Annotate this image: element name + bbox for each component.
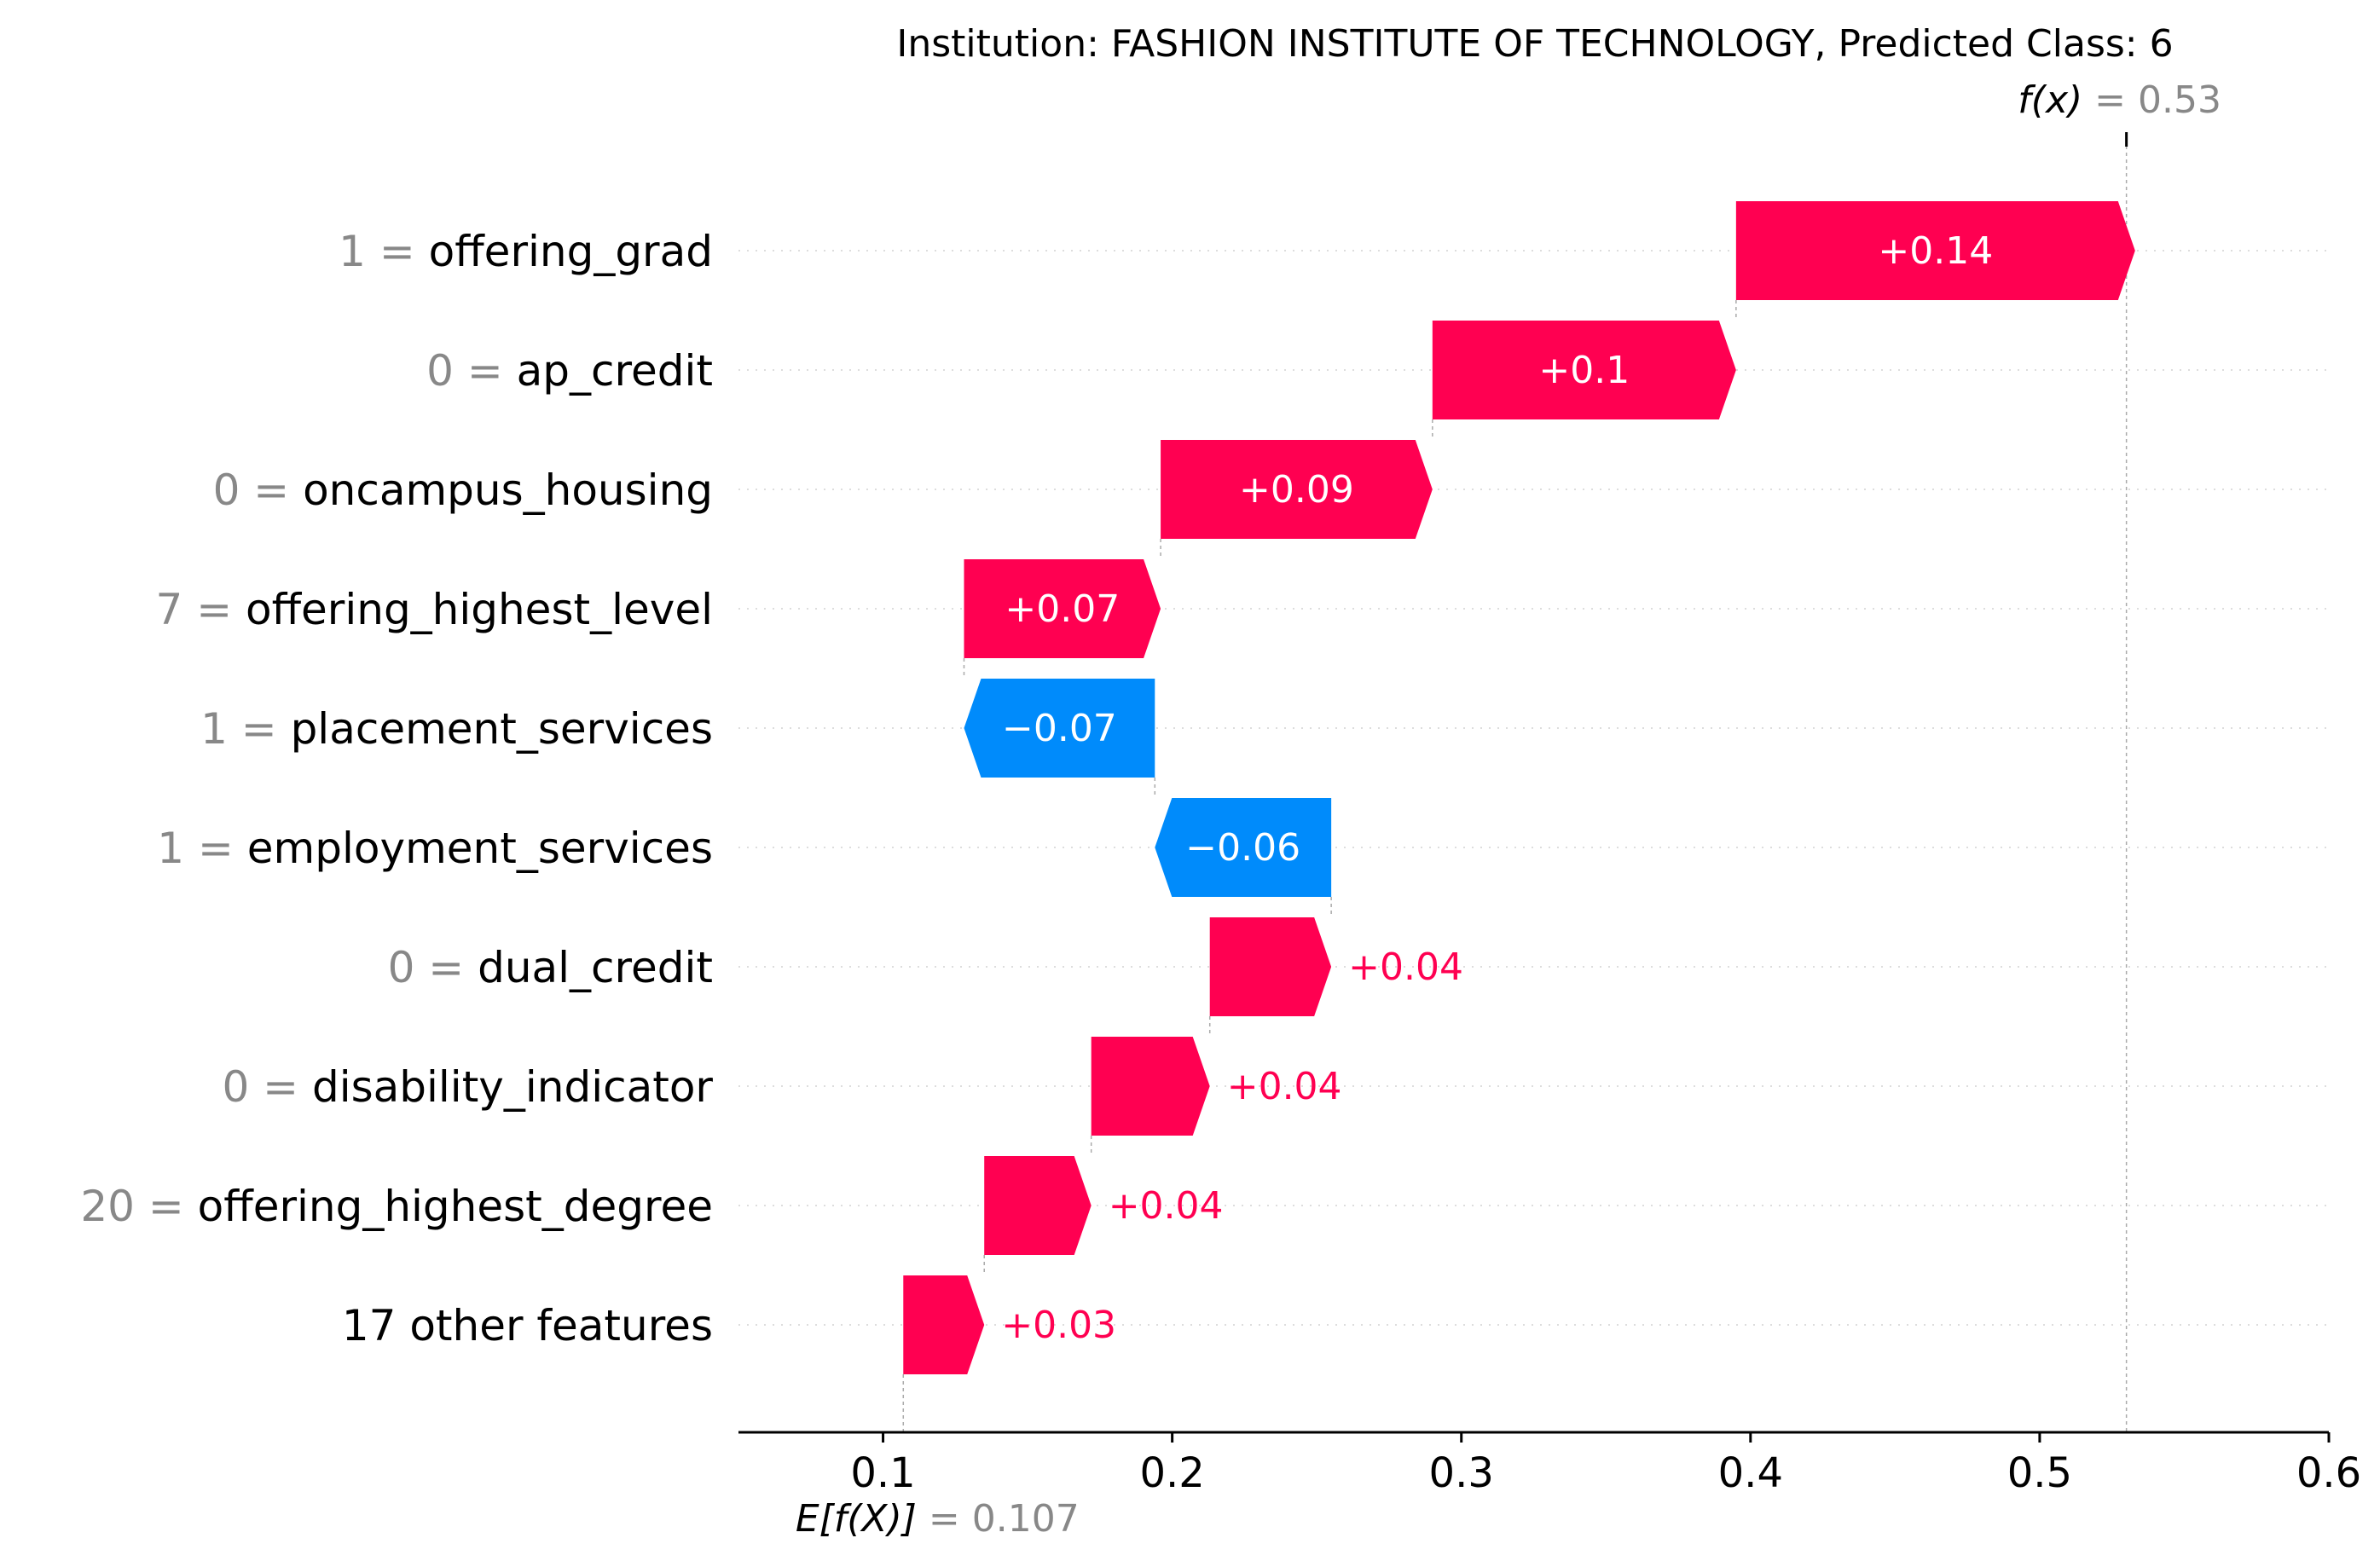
bar-value-label: +0.03 [1001, 1304, 1116, 1347]
bars: +0.14 +0.1 +0.09 +0.07 −0.07 −0.06 +0.04 +0.04 +… [903, 201, 2135, 1374]
feature-label: 7 = offering_highest_level [156, 585, 714, 634]
waterfall-bar [984, 1156, 1092, 1255]
waterfall-bar [1432, 321, 1736, 419]
feature-label: 20 = offering_highest_degree [80, 1182, 713, 1231]
waterfall-bar [903, 1275, 985, 1374]
feature-label: 0 = ap_credit [426, 346, 713, 396]
feature-name: ap_credit [517, 346, 713, 396]
feature-label: 1 = employment_services [157, 824, 713, 873]
waterfall-bar [964, 559, 1161, 658]
waterfall-bar [1155, 798, 1332, 897]
base-value-name: E[f(X)] [796, 1497, 929, 1541]
feature-name: offering_highest_level [246, 585, 713, 634]
output-value-number: = 0.53 [2094, 78, 2221, 122]
base-value-number: = 0.107 [929, 1497, 1080, 1541]
feature-name: employment_services [247, 824, 713, 873]
feature-name: dual_credit [478, 943, 713, 992]
bar-value-label: −0.06 [1185, 826, 1300, 870]
feature-value: 1 = [200, 704, 291, 754]
feature-name: disability_indicator [312, 1062, 713, 1112]
feature-name: placement_services [291, 704, 713, 754]
bar-value-label: −0.07 [1002, 707, 1117, 750]
feature-name: offering_grad [429, 227, 713, 276]
feature-value: 1 = [157, 824, 247, 873]
feature-label: 1 = placement_services [200, 704, 713, 754]
feature-value: 20 = [80, 1182, 197, 1231]
feature-value: 0 = [213, 465, 304, 515]
feature-value: 0 = [222, 1062, 312, 1112]
feature-value: 0 = [388, 943, 478, 992]
feature-label: 0 = oncampus_housing [213, 465, 713, 515]
x-tick-label: 0.6 [2296, 1449, 2361, 1497]
bar-value-label: +0.07 [1005, 587, 1120, 631]
bar-value-label: +0.1 [1538, 349, 1630, 392]
output-value-name: f(x) [2018, 78, 2094, 122]
x-axis: 0.1 0.2 0.3 0.4 0.5 0.6 [738, 1431, 2361, 1497]
chart-title: Institution: FASHION INSTITUTE OF TECHNO… [896, 22, 2173, 66]
waterfall-bar [964, 679, 1155, 778]
output-value-annotation: f(x) = 0.53 [2018, 78, 2221, 147]
waterfall-bar [1091, 1037, 1210, 1136]
waterfall-bar [1735, 201, 2135, 300]
feature-name: oncampus_housing [303, 465, 713, 515]
output-value-label: f(x) = 0.53 [2018, 78, 2221, 122]
x-tick-label: 0.1 [850, 1449, 915, 1497]
feature-name: 17 other features [342, 1301, 713, 1350]
feature-name: offering_highest_degree [198, 1182, 713, 1231]
x-tick-label: 0.3 [1429, 1449, 1494, 1497]
base-value-annotation: E[f(X)] = 0.107 [796, 1497, 1080, 1541]
bar-value-label: +0.04 [1227, 1065, 1342, 1108]
feature-label: 0 = dual_credit [388, 943, 713, 992]
bar-value-label: +0.09 [1239, 468, 1354, 512]
x-tick-label: 0.5 [2007, 1449, 2072, 1497]
feature-label: 17 other features [342, 1301, 713, 1350]
guide-lines [902, 132, 2128, 1432]
waterfall-bar [1209, 917, 1332, 1016]
feature-value: 7 = [156, 585, 246, 634]
bar-value-label: +0.04 [1348, 945, 1463, 989]
base-value-label: E[f(X)] = 0.107 [796, 1497, 1080, 1541]
bar-value-label: +0.14 [1878, 229, 1993, 273]
x-tick-label: 0.2 [1139, 1449, 1204, 1497]
x-tick-label: 0.4 [1718, 1449, 1783, 1497]
bar-value-label: +0.04 [1109, 1184, 1224, 1228]
waterfall-bar [1161, 440, 1433, 539]
feature-value: 1 = [339, 227, 429, 276]
feature-label: 1 = offering_grad [339, 227, 713, 276]
feature-label: 0 = disability_indicator [222, 1062, 713, 1112]
feature-value: 0 = [426, 346, 517, 396]
